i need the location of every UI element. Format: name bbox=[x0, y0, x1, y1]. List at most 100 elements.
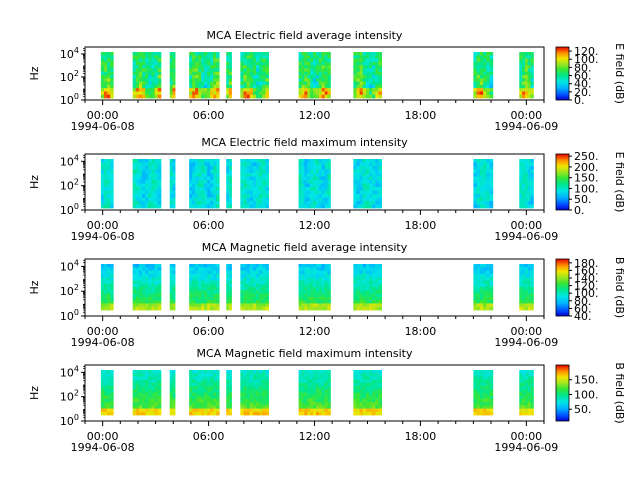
heatmap-cell bbox=[313, 379, 317, 384]
heatmap-cell bbox=[375, 61, 379, 66]
heatmap-cell bbox=[103, 300, 108, 304]
heatmap-cell bbox=[324, 280, 328, 285]
heatmap-cell bbox=[252, 81, 257, 86]
heatmap-cell bbox=[318, 283, 323, 288]
heatmap-cell bbox=[151, 398, 156, 403]
heatmap-cell bbox=[318, 88, 323, 92]
heatmap-cell bbox=[210, 197, 214, 202]
heatmap-cell bbox=[138, 88, 143, 92]
heatmap-cell bbox=[148, 176, 152, 181]
heatmap-cell bbox=[243, 94, 248, 99]
heatmap-cell bbox=[327, 94, 331, 99]
heatmap-cell bbox=[315, 71, 320, 76]
heatmap-cell bbox=[310, 408, 314, 413]
heatmap-cell bbox=[226, 71, 230, 76]
heatmap-cell bbox=[259, 52, 263, 56]
heatmap-cell bbox=[315, 303, 320, 308]
heatmap-cell bbox=[228, 287, 232, 291]
heatmap-cell bbox=[315, 204, 320, 209]
heatmap-cell bbox=[265, 88, 269, 92]
heatmap-cell bbox=[216, 389, 220, 393]
heatmap-cell bbox=[135, 398, 140, 403]
heatmap-cell bbox=[527, 392, 531, 397]
heatmap-cell bbox=[372, 280, 376, 285]
heatmap-cell bbox=[375, 287, 379, 291]
heatmap-cell bbox=[483, 61, 487, 66]
heatmap-cell bbox=[353, 52, 357, 56]
heatmap-cell bbox=[369, 78, 373, 82]
heatmap-cell bbox=[324, 78, 328, 82]
heatmap-cell bbox=[519, 78, 523, 82]
heatmap-cell bbox=[169, 408, 173, 413]
heatmap-cell bbox=[486, 81, 490, 86]
heatmap-cell bbox=[476, 405, 481, 409]
heatmap-cell bbox=[307, 194, 311, 198]
heatmap-cell bbox=[210, 373, 214, 377]
heatmap-cell bbox=[324, 287, 328, 291]
heatmap-cell bbox=[138, 408, 143, 413]
heatmap-cell bbox=[479, 58, 484, 63]
heatmap-cell bbox=[142, 273, 146, 278]
heatmap-cell bbox=[527, 166, 531, 170]
heatmap-cell bbox=[489, 162, 494, 167]
heatmap-cell bbox=[226, 290, 230, 294]
heatmap-cell bbox=[148, 376, 152, 381]
heatmap-cell bbox=[321, 280, 326, 285]
heatmap-cell bbox=[210, 306, 214, 311]
heatmap-cell bbox=[100, 290, 105, 294]
heatmap-cell bbox=[226, 382, 230, 387]
heatmap-cell bbox=[213, 382, 217, 387]
heatmap-cell bbox=[476, 183, 481, 188]
heatmap-cell bbox=[489, 180, 494, 184]
heatmap-cell bbox=[249, 398, 254, 403]
heatmap-cell bbox=[301, 166, 305, 170]
heatmap-cell bbox=[259, 65, 263, 69]
heatmap-cell bbox=[192, 94, 196, 99]
heatmap-cell bbox=[362, 166, 367, 170]
heatmap-cell bbox=[353, 273, 357, 278]
heatmap-cell bbox=[298, 280, 302, 285]
heatmap-cell bbox=[527, 411, 531, 416]
colorbar-label: E field (dB) bbox=[613, 152, 626, 213]
heatmap-cell bbox=[265, 273, 269, 278]
heatmap-cell bbox=[195, 382, 199, 387]
heatmap-cell bbox=[100, 408, 105, 413]
heatmap-cell bbox=[135, 190, 140, 195]
heatmap-cell bbox=[246, 204, 251, 209]
heatmap-cell bbox=[216, 71, 220, 76]
heatmap-cell bbox=[132, 398, 137, 403]
heatmap-cell bbox=[107, 71, 111, 76]
heatmap-cell bbox=[142, 173, 146, 177]
heatmap-cell bbox=[138, 287, 143, 291]
heatmap-cell bbox=[172, 306, 176, 311]
heatmap-cell bbox=[249, 277, 254, 281]
heatmap-cell bbox=[307, 405, 311, 409]
heatmap-cell bbox=[135, 75, 140, 79]
heatmap-cell bbox=[365, 402, 370, 406]
heatmap-cell bbox=[527, 277, 531, 281]
heatmap-cell bbox=[375, 277, 379, 281]
heatmap-cell bbox=[372, 75, 376, 79]
heatmap-cell bbox=[524, 94, 529, 99]
heatmap-cell bbox=[310, 300, 314, 304]
heatmap-cell bbox=[375, 78, 379, 82]
heatmap-cell bbox=[138, 75, 143, 79]
heatmap-cell bbox=[369, 392, 373, 397]
heatmap-cell bbox=[372, 389, 376, 393]
heatmap-cell bbox=[327, 303, 331, 308]
heatmap-cell bbox=[142, 58, 146, 63]
heatmap-cell bbox=[252, 88, 257, 92]
heatmap-cell bbox=[359, 290, 364, 294]
heatmap-cell bbox=[110, 270, 114, 275]
heatmap-cell bbox=[213, 68, 217, 73]
heatmap-cell bbox=[476, 58, 481, 63]
heatmap-cell bbox=[313, 264, 317, 268]
heatmap-cell bbox=[489, 408, 494, 413]
heatmap-cell bbox=[310, 290, 314, 294]
heatmap-cell bbox=[135, 402, 140, 406]
heatmap-cell bbox=[365, 287, 370, 291]
heatmap-cell bbox=[265, 264, 269, 268]
heatmap-cell bbox=[315, 91, 320, 96]
heatmap-cell bbox=[375, 273, 379, 278]
heatmap-cell bbox=[378, 296, 382, 301]
